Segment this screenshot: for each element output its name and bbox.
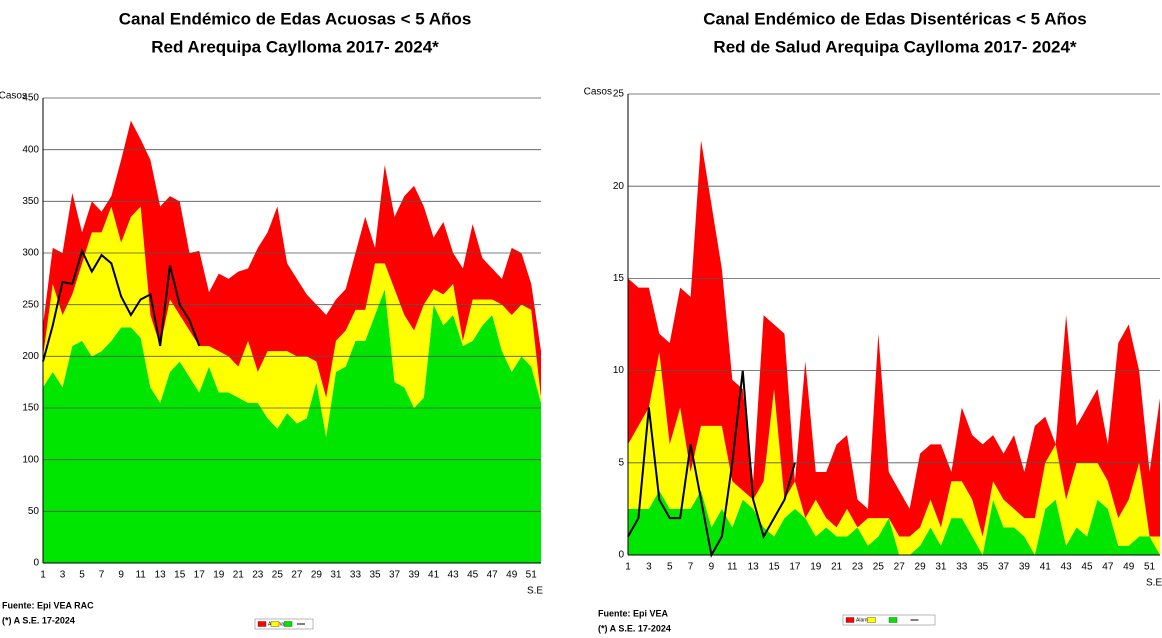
y-tick-label: 450: [22, 93, 39, 104]
y-tick-label: 250: [22, 299, 39, 310]
legend-swatch: [257, 621, 267, 627]
chart-subtitle: Red de Salud Arequipa Caylloma 2017- 202…: [713, 37, 1077, 56]
legend-swatch: [283, 621, 293, 627]
y-tick-label: 5: [618, 457, 624, 468]
y-tick-label: 25: [613, 89, 625, 100]
note: (*) A S.E. 17-2024: [2, 615, 75, 625]
x-tick-label: 19: [213, 570, 225, 581]
x-tick-label: 25: [272, 570, 284, 581]
x-axis-label: S.E: [1146, 578, 1162, 589]
x-tick-label: 37: [998, 562, 1010, 573]
x-tick-label: 51: [1144, 562, 1156, 573]
x-tick-label: 51: [526, 570, 538, 581]
y-tick-label: 10: [613, 365, 625, 376]
x-tick-label: 7: [99, 570, 105, 581]
note: (*) A S.E. 17-2024: [598, 623, 671, 633]
y-axis-label: Casos: [584, 87, 612, 98]
chart: Canal Endémico de Edas Acuosas < 5 Años R…: [0, 9, 543, 630]
x-tick-label: 19: [810, 562, 822, 573]
x-tick-label: 23: [852, 562, 864, 573]
area: [43, 289, 541, 563]
legend-swatch: [845, 617, 855, 623]
area: [43, 120, 541, 398]
x-tick-label: 23: [252, 570, 264, 581]
x-axis-label: S.E: [527, 586, 543, 597]
x-tick-label: 21: [831, 562, 843, 573]
x-tick-label: 49: [1123, 562, 1135, 573]
x-tick-label: 27: [291, 570, 303, 581]
x-tick-label: 45: [467, 570, 479, 581]
x-tick-label: 47: [487, 570, 499, 581]
x-tick-label: 7: [688, 562, 694, 573]
y-tick-label: 0: [33, 558, 39, 569]
y-tick-label: 400: [22, 144, 39, 155]
y-tick-label: 20: [613, 181, 625, 192]
chart-subtitle: Red Arequipa Caylloma 2017- 2024*: [151, 37, 439, 56]
x-tick-label: 17: [194, 570, 206, 581]
x-tick-label: 29: [311, 570, 323, 581]
x-tick-label: 13: [748, 562, 760, 573]
chart-title: Canal Endémico de Edas Acuosas < 5 Años: [119, 9, 472, 28]
x-tick-label: 17: [789, 562, 801, 573]
y-tick-label: 200: [22, 351, 39, 362]
chart: Canal Endémico de Edas Disentéricas < 5 …: [584, 9, 1162, 633]
x-tick-label: 41: [1040, 562, 1052, 573]
y-tick-label: 350: [22, 196, 39, 207]
x-tick-label: 49: [506, 570, 518, 581]
y-tick-label: 0: [618, 550, 624, 561]
x-tick-label: 47: [1102, 562, 1114, 573]
x-tick-label: 31: [330, 570, 342, 581]
legend-label: Alarma: [856, 617, 872, 623]
x-tick-label: 39: [1019, 562, 1031, 573]
y-axis-label: Casos: [0, 91, 27, 102]
x-tick-label: 11: [135, 570, 146, 581]
area: [628, 490, 1160, 555]
x-tick-label: 25: [873, 562, 885, 573]
area: [43, 206, 541, 437]
area: [628, 352, 1160, 555]
source: Fuente: Epi VEA RAC: [2, 600, 94, 610]
x-tick-label: 11: [727, 562, 738, 573]
y-tick-label: 300: [22, 248, 39, 259]
x-tick-label: 43: [1061, 562, 1073, 573]
x-tick-label: 39: [408, 570, 420, 581]
x-tick-label: 15: [768, 562, 780, 573]
x-tick-label: 3: [646, 562, 652, 573]
x-tick-label: 9: [118, 570, 124, 581]
x-tick-label: 31: [935, 562, 947, 573]
y-tick-label: 150: [22, 403, 39, 414]
x-tick-label: 13: [155, 570, 167, 581]
source: Fuente: Epi VEA: [598, 608, 669, 618]
x-tick-label: 37: [389, 570, 401, 581]
x-tick-label: 45: [1081, 562, 1093, 573]
x-tick-label: 1: [40, 570, 46, 581]
x-tick-label: 3: [60, 570, 66, 581]
y-tick-label: 100: [22, 454, 39, 465]
legend-swatch: [270, 621, 280, 627]
x-tick-label: 29: [915, 562, 927, 573]
line: [42, 248, 201, 362]
x-tick-label: 21: [233, 570, 245, 581]
area: [628, 140, 1160, 537]
x-tick-label: 35: [977, 562, 989, 573]
x-tick-label: 43: [448, 570, 460, 581]
x-tick-label: 1: [625, 562, 631, 573]
x-tick-label: 41: [428, 570, 440, 581]
x-tick-label: 33: [350, 570, 362, 581]
y-tick-label: 50: [28, 506, 40, 517]
x-tick-label: 5: [79, 570, 85, 581]
chart-title: Canal Endémico de Edas Disentéricas < 5 …: [703, 9, 1086, 28]
y-tick-label: 15: [613, 273, 625, 284]
x-tick-label: 35: [369, 570, 381, 581]
x-tick-label: 9: [709, 562, 715, 573]
legend-swatch: [867, 617, 876, 623]
x-tick-label: 27: [894, 562, 906, 573]
x-tick-label: 5: [667, 562, 673, 573]
x-tick-label: 33: [956, 562, 968, 573]
legend-swatch: [888, 617, 898, 623]
x-tick-label: 15: [174, 570, 186, 581]
